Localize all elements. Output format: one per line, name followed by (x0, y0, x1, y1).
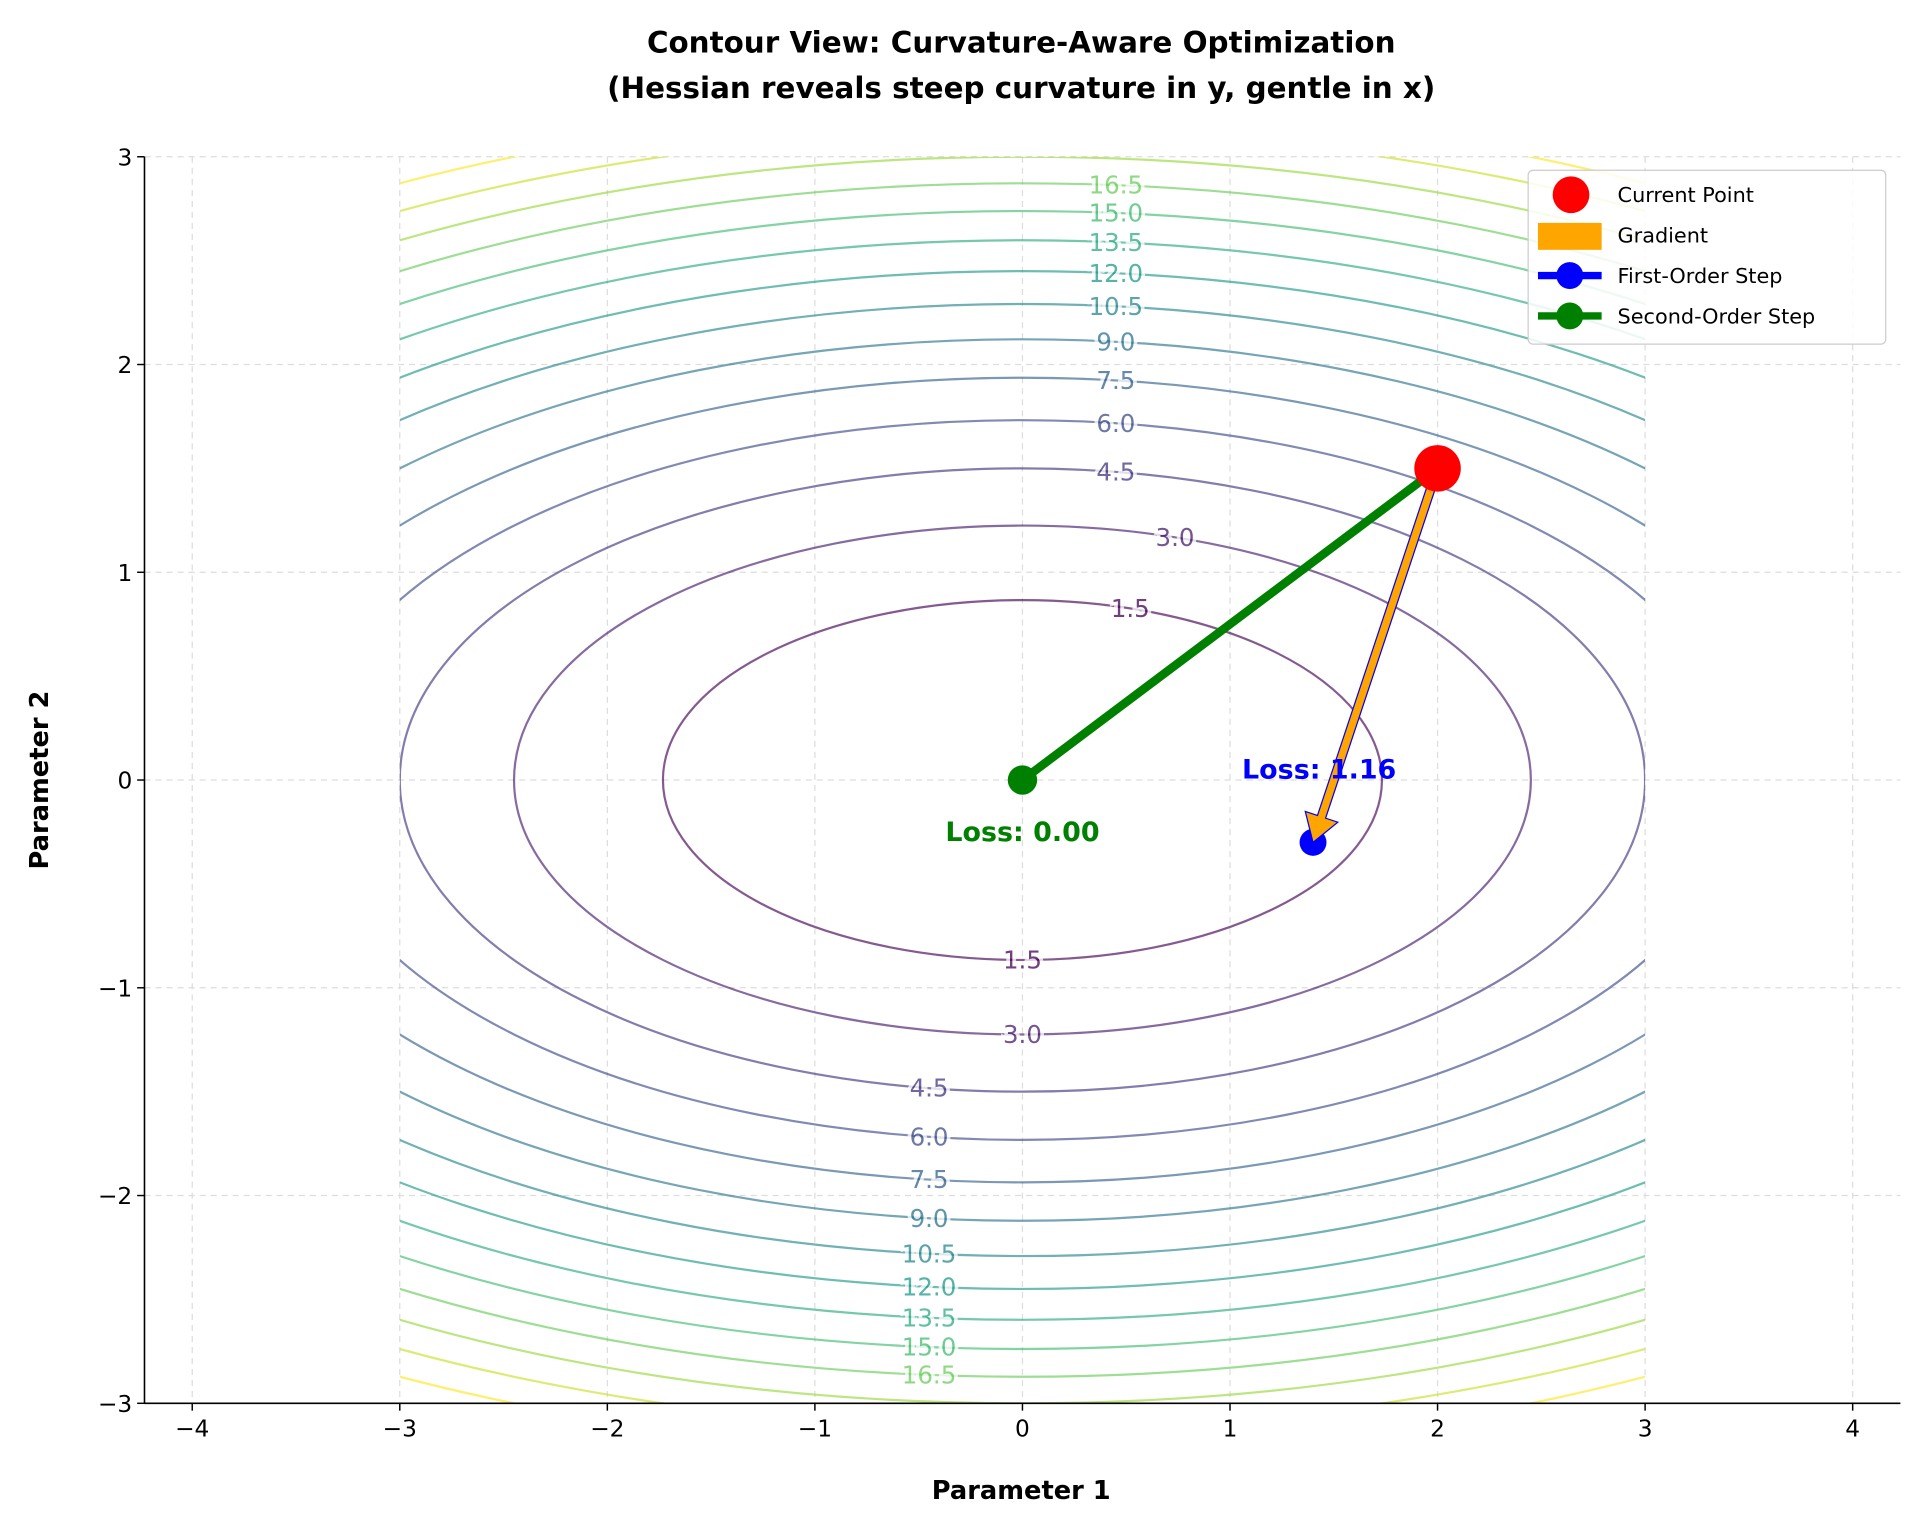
contour-label: 10.5 (1089, 292, 1143, 321)
x-tick-label: −4 (175, 1415, 209, 1442)
contour-label: 4.5 (910, 1074, 949, 1103)
y-tick-label: 1 (117, 560, 132, 587)
contour-label: 12.0 (1089, 259, 1143, 288)
legend-marker-current-point (1552, 176, 1590, 214)
first-order-loss-label: Loss: 1.16 (1242, 755, 1396, 786)
contour-label: 10.5 (902, 1239, 956, 1268)
chart-title: Contour View: Curvature-Aware Optimizati… (647, 26, 1396, 60)
legend-marker (1556, 302, 1584, 330)
legend-label: Second-Order Step (1618, 304, 1816, 328)
contour-label: 1.5 (1003, 946, 1042, 975)
x-tick-label: −3 (383, 1415, 417, 1442)
legend-label: Gradient (1618, 223, 1709, 247)
contour-label: 13.5 (1089, 228, 1143, 257)
contours (399, 156, 1646, 1404)
contour-label: 13.5 (902, 1303, 956, 1332)
contour-line (399, 376, 1646, 1184)
x-axis-label: Parameter 1 (932, 1476, 1111, 1506)
x-tick-label: 0 (1015, 1415, 1030, 1442)
contour-line (661, 599, 1384, 962)
contour-label: 4.5 (1096, 457, 1135, 486)
x-tick-label: 3 (1638, 1415, 1653, 1442)
y-tick-label: 3 (117, 144, 132, 171)
current-point (1414, 445, 1461, 492)
contour-label: 3.0 (1156, 523, 1195, 552)
gradient-arrow (1304, 466, 1443, 844)
y-axis-label: Parameter 2 (25, 691, 55, 870)
contour-label: 15.0 (902, 1333, 956, 1362)
x-tick-label: 2 (1430, 1415, 1445, 1442)
contour-line (399, 270, 1646, 1290)
legend-box (1527, 169, 1887, 345)
second-order-step-line (1019, 464, 1441, 784)
x-tick-label: 1 (1223, 1415, 1238, 1442)
y-tick-label: −2 (98, 1183, 132, 1210)
legend-label: Current Point (1618, 183, 1754, 207)
contour-line (399, 182, 1646, 1378)
x-tick-label: 4 (1845, 1415, 1860, 1442)
second-order-loss-label: Loss: 0.00 (945, 817, 1099, 848)
contour-line (399, 467, 1646, 1093)
contour-label: 12.0 (902, 1272, 956, 1301)
contour-label: 7.5 (910, 1165, 949, 1194)
contour-label: 16.5 (1089, 171, 1143, 200)
x-tick-label: −2 (590, 1415, 624, 1442)
contour-label: 16.5 (902, 1360, 956, 1389)
contour-line (399, 239, 1646, 1321)
y-tick-label: −3 (98, 1391, 132, 1418)
legend-label: First-Order Step (1618, 264, 1783, 288)
marks: Loss: 1.16 Loss: 0.00 (945, 445, 1461, 856)
legend-marker-gradient (1537, 222, 1602, 250)
contour-label: 9.0 (1096, 327, 1135, 356)
contour-line (399, 210, 1646, 1350)
contour-line (399, 303, 1646, 1258)
y-tick-label: 2 (117, 352, 132, 379)
contour-line (399, 338, 1646, 1222)
contour-label: 7.5 (1096, 366, 1135, 395)
second-order-step-point (1007, 765, 1038, 795)
contour-labels: 1.5 1.5 3.0 3.0 4.5 4.5 6.0 6.0 7.5 7.5 9.0 9.0 10.5… (898, 167, 1198, 1393)
contour-label: 6.0 (910, 1122, 949, 1151)
contour-label: 15.0 (1089, 199, 1143, 228)
chart-subtitle: (Hessian reveals steep curvature in y, g… (607, 71, 1435, 105)
contour-label: 3.0 (1003, 1020, 1042, 1049)
legend: Current Point Gradient First-Order Step Sec… (1527, 169, 1887, 345)
contour-line (512, 524, 1532, 1036)
contour-label: 6.0 (1096, 409, 1135, 438)
contour-label: 9.0 (910, 1204, 949, 1233)
y-tick-label: −1 (98, 975, 132, 1002)
contour-line (399, 419, 1646, 1141)
y-tick-label: 0 (117, 768, 132, 795)
x-tick-label: −1 (798, 1415, 832, 1442)
contour-label: 1.5 (1111, 594, 1150, 623)
legend-marker (1556, 262, 1584, 290)
axes: −4 −3 −2 −1 0 1 2 3 4 −3 −2 −1 0 1 2 3 (98, 144, 1901, 1442)
